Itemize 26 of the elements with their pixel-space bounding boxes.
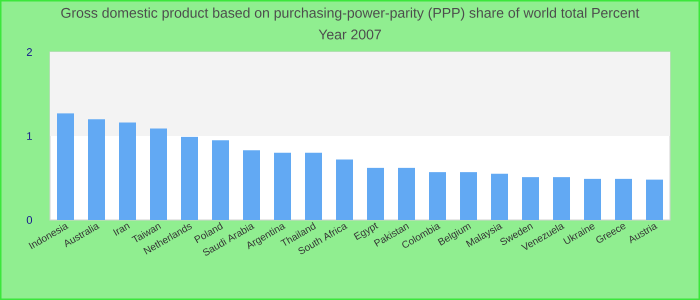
chart-subtitle: Year 2007 (318, 30, 381, 40)
bar (181, 136, 198, 220)
bar (522, 177, 540, 220)
y-tick-label: 0 (26, 216, 32, 224)
bar (584, 178, 602, 220)
bar (212, 140, 230, 220)
chart-title: Gross domestic product based on purchasing-power-parity (PPP) share of world total Percent (61, 8, 640, 21)
bar (274, 152, 292, 220)
bar (615, 178, 632, 220)
bar (243, 150, 260, 220)
bar (305, 152, 322, 220)
bar (429, 172, 446, 220)
bar (88, 119, 106, 220)
bar (57, 113, 74, 220)
x-tick-label: Iran (112, 224, 130, 236)
bar (367, 168, 384, 220)
bar (336, 160, 354, 220)
bar (553, 177, 570, 220)
bar (119, 122, 136, 220)
y-tick-label: 1 (27, 132, 32, 140)
bar (460, 172, 478, 220)
y-tick-label: 2 (26, 48, 32, 56)
bar (646, 180, 664, 220)
bar (150, 128, 168, 220)
bar (491, 174, 508, 220)
bar (398, 168, 416, 220)
